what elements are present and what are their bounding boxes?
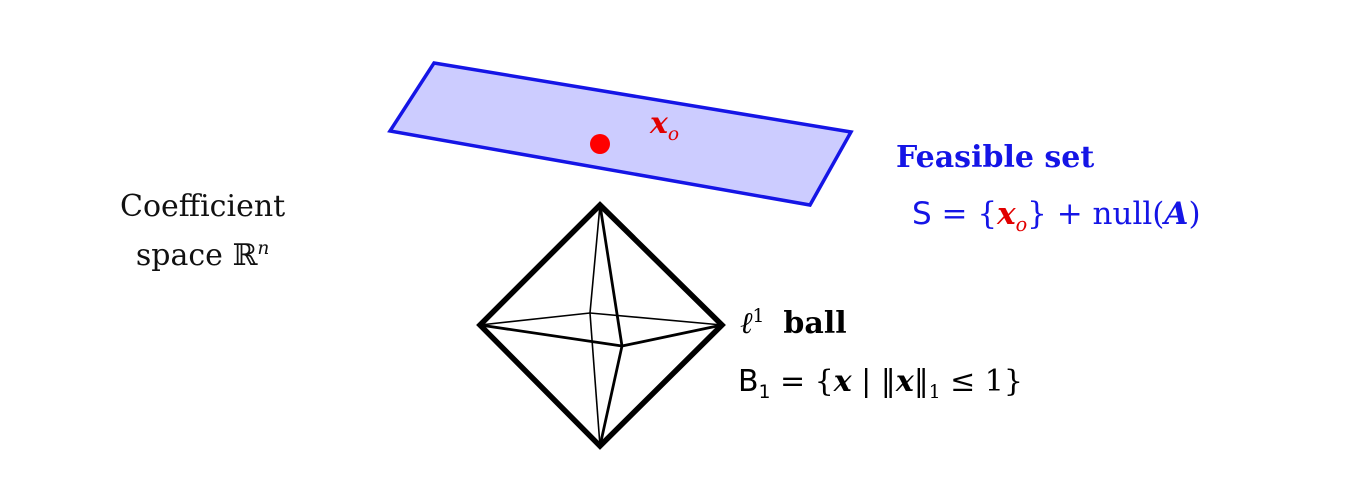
feasible-set-equation: S = {xo} + null(A) — [912, 196, 1201, 236]
octa-outline — [476, 201, 726, 450]
ball-set-symbol: B — [738, 364, 759, 399]
dimension-superscript: n — [257, 238, 270, 259]
ball-eq-x: x — [833, 364, 852, 399]
ball-norm-sub: 1 — [928, 382, 941, 403]
ell-superscript: 1 — [752, 306, 765, 327]
l1-ball-title: ℓ1 ball — [740, 306, 847, 341]
ell-symbol: ℓ — [740, 306, 753, 341]
ball-eq-leq: ≤ 1} — [940, 364, 1023, 399]
coefficient-label-line2: space ℝn — [120, 228, 285, 277]
ball-eq-bar: | ‖ — [851, 364, 896, 399]
octa-edge — [479, 312, 591, 326]
coefficient-space-label: Coefficient space ℝn — [120, 186, 285, 277]
ball-norm-close: ‖ — [913, 364, 929, 399]
octa-edge — [598, 204, 624, 347]
feasible-eq-end: ) — [1188, 196, 1201, 232]
feasible-set-plane — [387, 61, 854, 207]
xo-subscript: o — [667, 124, 680, 145]
ball-eq-x2: x — [895, 364, 914, 399]
space-word: space — [135, 238, 233, 273]
l1-ball-equation: B1 = {x | ‖x‖1 ≤ 1} — [738, 364, 1023, 403]
feasible-eq-x: x — [997, 196, 1016, 232]
ball-set-sub: 1 — [758, 382, 771, 403]
xo-main: x — [650, 106, 668, 141]
l1-ball-octahedron — [476, 201, 726, 450]
octa-edge — [479, 323, 623, 348]
coefficient-label-line1: Coefficient — [120, 189, 286, 224]
octa-edge — [589, 312, 601, 447]
octa-edge — [621, 323, 723, 348]
feasible-set-symbol: S — [912, 196, 932, 232]
xo-label: xo — [650, 106, 679, 145]
ball-word: ball — [783, 306, 847, 341]
feasible-eq-A: A — [1164, 196, 1189, 232]
feasible-eq-close: } + null( — [1027, 196, 1165, 232]
feasible-eq-sub: o — [1015, 213, 1028, 237]
octa-edge — [598, 345, 624, 447]
ball-eq-open: = { — [770, 364, 834, 399]
feasible-eq-open: = { — [931, 196, 998, 232]
octa-edge — [589, 204, 601, 314]
reals-symbol: ℝ — [232, 238, 258, 273]
octa-edge — [589, 312, 723, 326]
point-xo — [590, 134, 610, 154]
feasible-set-title: Feasible set — [896, 140, 1095, 175]
